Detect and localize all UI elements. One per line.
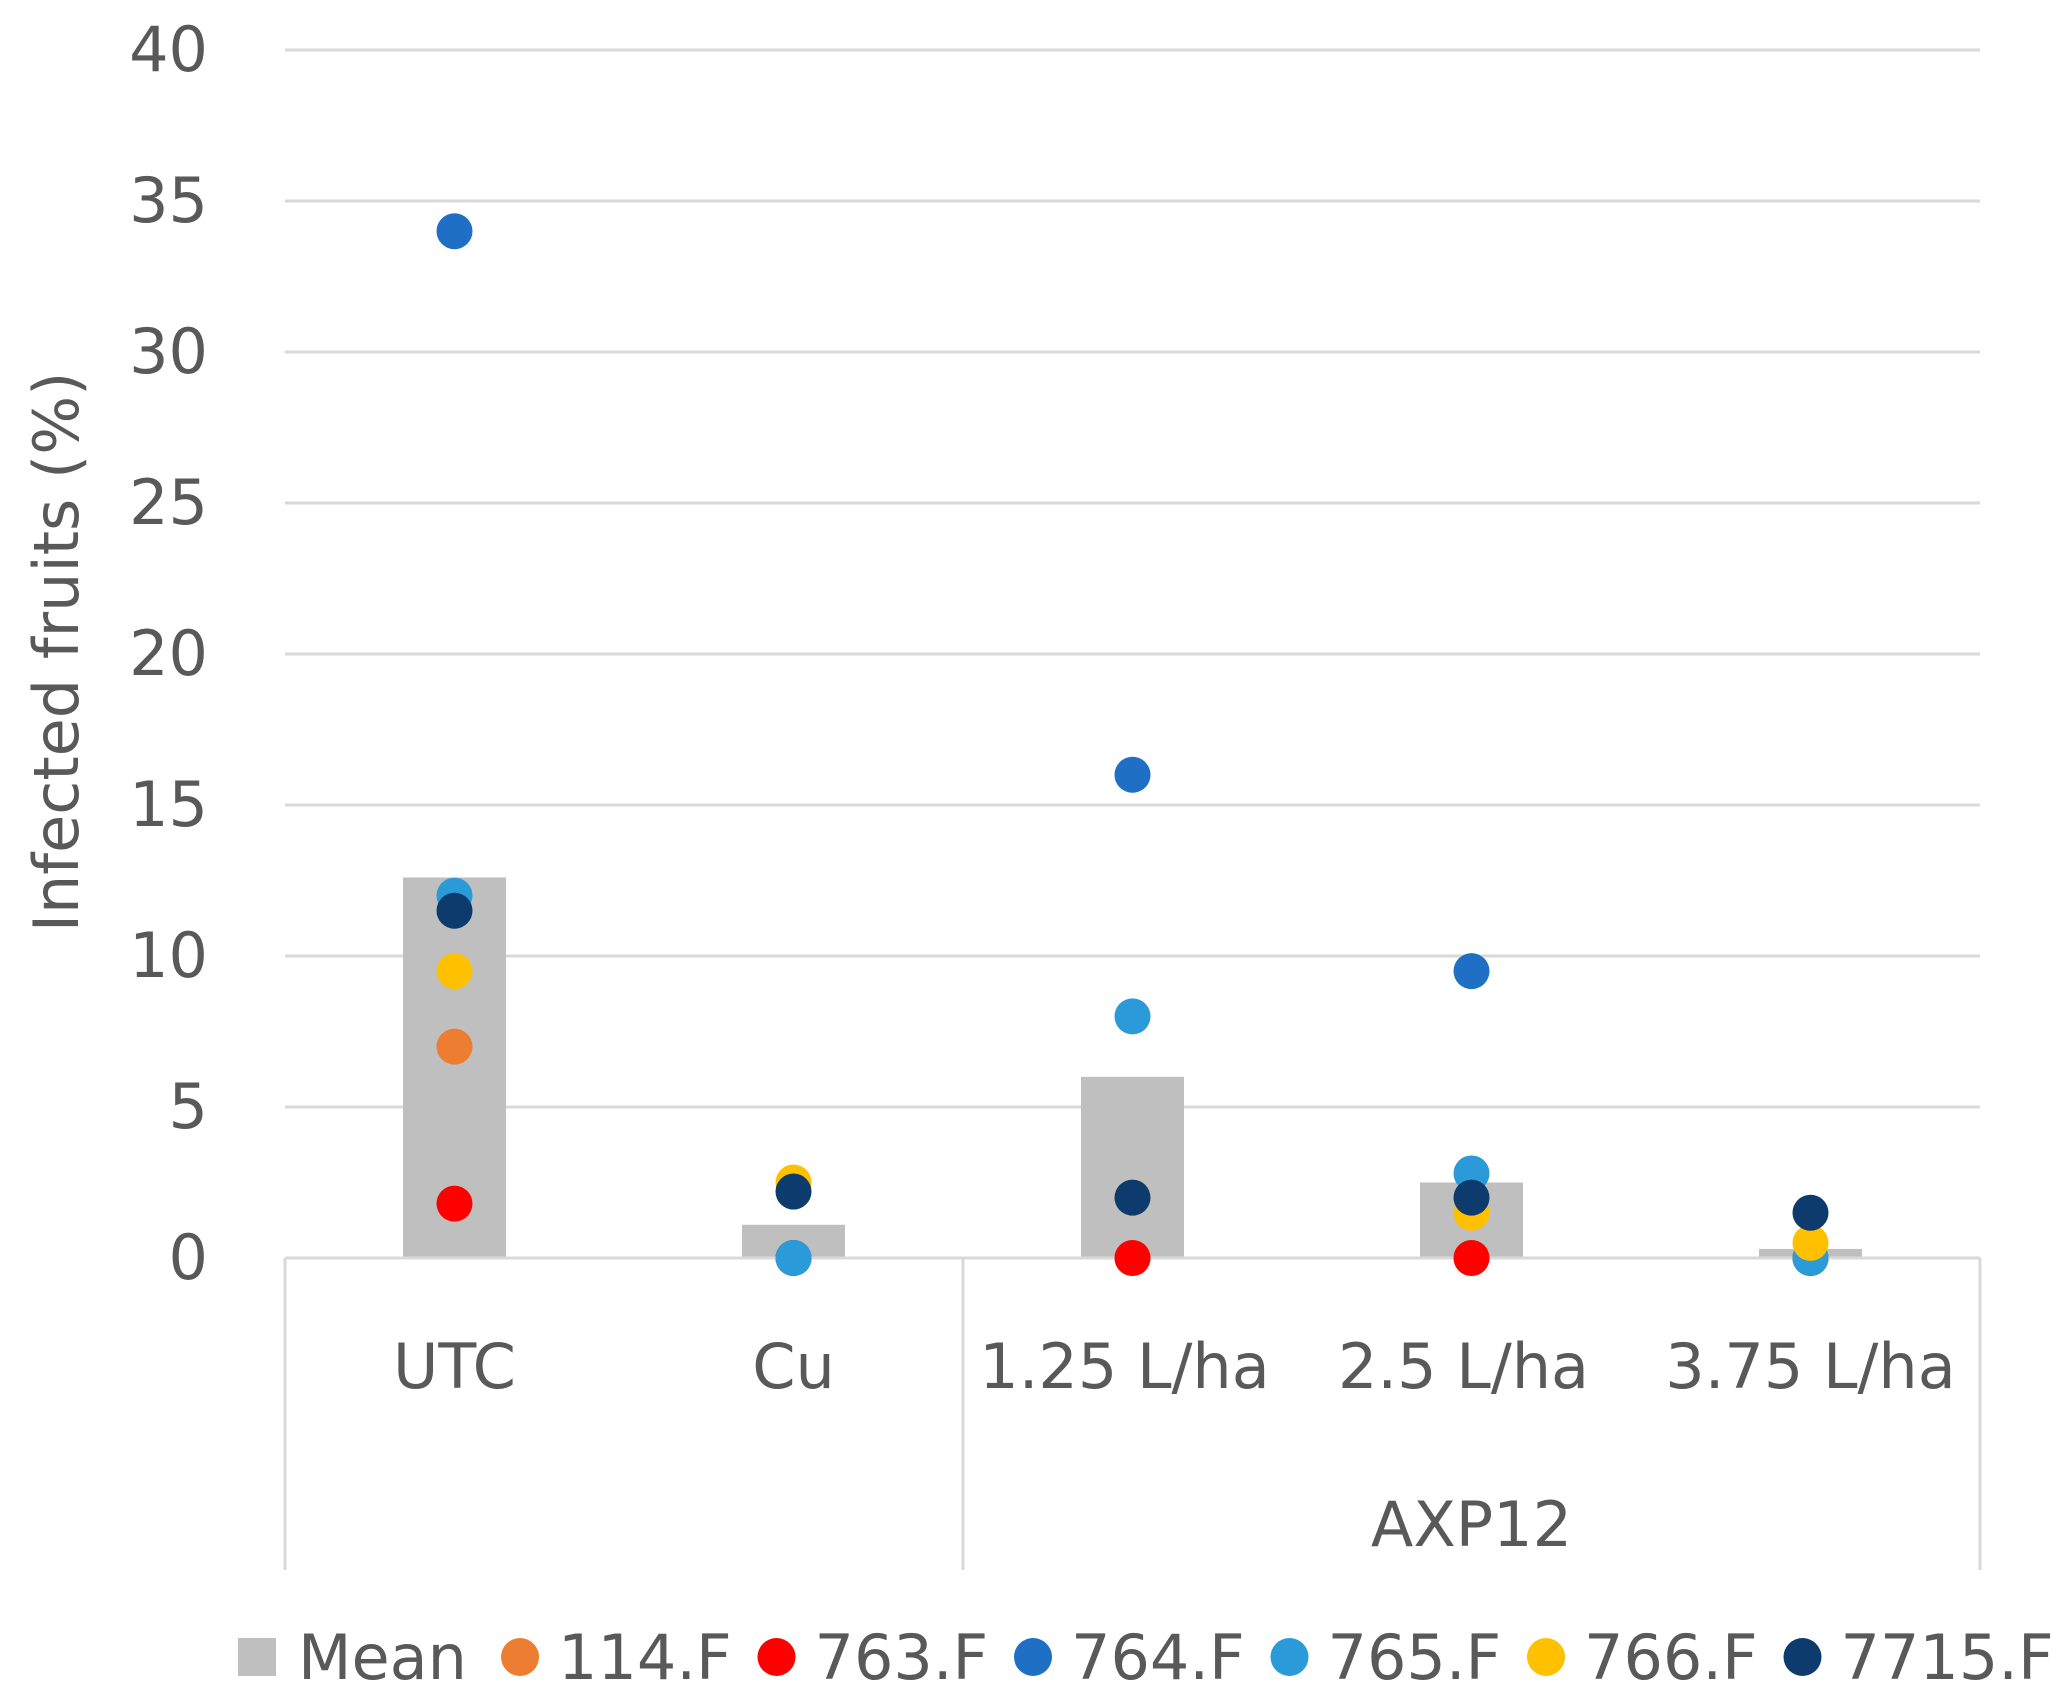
x-tick-label: 3.75 L/ha	[1665, 1330, 1955, 1403]
x-tick-label: 1.25 L/ha	[979, 1330, 1269, 1403]
point-7715.F	[1453, 1179, 1490, 1216]
point-763.F	[436, 1185, 473, 1222]
point-763.F	[1453, 1240, 1490, 1276]
legend-label: 766.F	[1584, 1621, 1758, 1694]
legend-label: 764.F	[1071, 1621, 1245, 1694]
legend-label: 7715.F	[1841, 1621, 2054, 1694]
legend-marker-766.F	[1527, 1638, 1565, 1676]
y-tick-labels: 0 5 10 15 20 25 30 35 40	[129, 13, 208, 1294]
point-765.F	[1114, 998, 1151, 1035]
y-axis-title: Infected fruits (%)	[20, 372, 93, 933]
point-766.F	[1792, 1224, 1829, 1261]
x-axis	[283, 1256, 1982, 1570]
point-7715.F	[775, 1173, 812, 1210]
x-tick-label: 2.5 L/ha	[1338, 1330, 1589, 1403]
y-tick-label: 30	[129, 315, 208, 388]
y-tick-label: 35	[129, 164, 208, 237]
point-764.F	[1453, 953, 1490, 990]
legend-label: 763.F	[815, 1621, 989, 1694]
gridlines	[285, 48, 1980, 1109]
legend-marker-7715.F	[1783, 1638, 1822, 1676]
x-group-labels: AXP12	[1371, 1488, 1572, 1561]
point-7715.F	[1114, 1179, 1151, 1216]
legend-marker-114.F	[501, 1638, 539, 1676]
mean-bar	[1081, 1076, 1184, 1258]
y-tick-label: 0	[169, 1221, 208, 1294]
point-765.F	[775, 1240, 812, 1276]
y-tick-label: 15	[129, 768, 208, 841]
legend-label: Mean	[298, 1621, 467, 1694]
point-114.F	[436, 1028, 473, 1065]
x-tick-labels: UTC Cu 1.25 L/ha 2.5 L/ha 3.75 L/ha	[393, 1330, 1956, 1403]
data-points	[436, 213, 1829, 1276]
legend-swatch-mean	[238, 1638, 276, 1676]
y-tick-label: 25	[129, 466, 208, 539]
point-7715.F	[1792, 1194, 1829, 1231]
point-763.F	[1114, 1240, 1151, 1276]
y-tick-label: 20	[129, 617, 208, 690]
y-tick-label: 5	[169, 1070, 208, 1143]
legend-marker-764.F	[1014, 1638, 1052, 1676]
legend-label: 765.F	[1328, 1621, 1502, 1694]
legend: Mean 114.F 763.F 764.F 765.F 766.F 7715.F	[238, 1621, 2054, 1694]
y-tick-label: 10	[129, 919, 208, 992]
point-766.F	[436, 953, 473, 990]
point-7715.F	[436, 892, 473, 929]
x-group-label: AXP12	[1371, 1488, 1572, 1561]
legend-label: 114.F	[558, 1621, 732, 1694]
x-tick-label: Cu	[752, 1330, 835, 1403]
y-tick-label: 40	[129, 13, 208, 86]
x-tick-label: UTC	[393, 1330, 516, 1403]
point-764.F	[436, 213, 473, 250]
legend-marker-763.F	[757, 1638, 796, 1676]
point-764.F	[1114, 756, 1151, 793]
legend-marker-765.F	[1270, 1638, 1309, 1676]
